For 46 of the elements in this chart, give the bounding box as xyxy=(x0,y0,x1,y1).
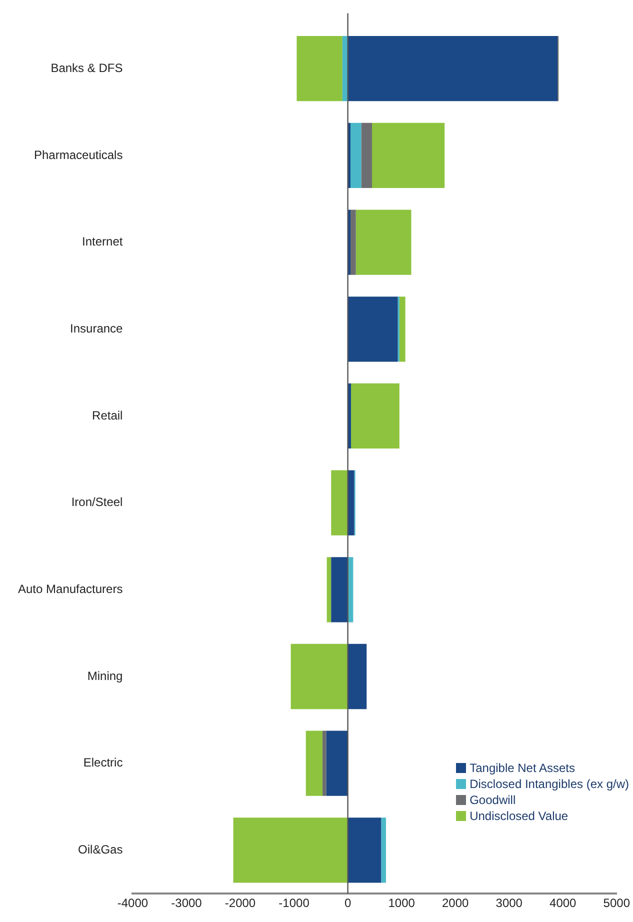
bar xyxy=(348,470,354,536)
x-tick-label: -2000 xyxy=(224,896,256,910)
bar xyxy=(233,818,348,883)
y-tick-label: Iron/Steel xyxy=(71,495,123,510)
bar xyxy=(356,210,412,275)
bar xyxy=(326,730,348,796)
x-tick-label: -3000 xyxy=(171,896,202,910)
legend-label: Disclosed Intangibles (ex g/w) xyxy=(470,776,629,792)
bar xyxy=(326,557,332,622)
x-tick-label: 3000 xyxy=(496,896,523,910)
legend-label: Undisclosed Value xyxy=(470,808,568,824)
bar xyxy=(348,36,558,102)
bar xyxy=(331,557,348,622)
y-tick-label: Banks & DFS xyxy=(50,60,123,75)
bar xyxy=(350,122,362,188)
x-tick-label: 4000 xyxy=(550,896,577,910)
bar xyxy=(348,818,382,883)
bar xyxy=(322,730,326,796)
x-tick-label: 5000 xyxy=(603,896,630,910)
y-tick-label: Oil&Gas xyxy=(78,842,123,856)
legend-label: Tangible Net Assets xyxy=(470,760,575,776)
bar xyxy=(381,818,386,883)
bar xyxy=(399,296,406,362)
bar xyxy=(331,470,348,536)
bar xyxy=(351,383,400,449)
x-tick-label: -1000 xyxy=(278,896,310,910)
y-tick-label: Auto Manufacturers xyxy=(18,582,123,596)
y-tick-label: Mining xyxy=(87,668,123,683)
bar xyxy=(372,122,445,188)
legend-label: Goodwill xyxy=(470,792,516,808)
bar xyxy=(296,36,342,102)
x-tick-label: 1000 xyxy=(388,896,416,910)
y-tick-label: Pharmaceuticals xyxy=(34,148,123,162)
x-tick-label: 0 xyxy=(344,896,352,910)
x-tick-label: 2000 xyxy=(442,896,470,910)
y-tick-label: Internet xyxy=(82,234,124,249)
bar xyxy=(290,644,348,710)
bar xyxy=(306,730,323,796)
bar xyxy=(348,644,367,710)
x-tick-label: -4000 xyxy=(117,896,148,910)
bar xyxy=(348,296,398,362)
y-tick-label: Insurance xyxy=(70,321,124,336)
bar xyxy=(361,122,372,188)
bar xyxy=(350,210,356,275)
y-tick-label: Electric xyxy=(83,756,123,770)
y-tick-label: Retail xyxy=(92,408,123,422)
